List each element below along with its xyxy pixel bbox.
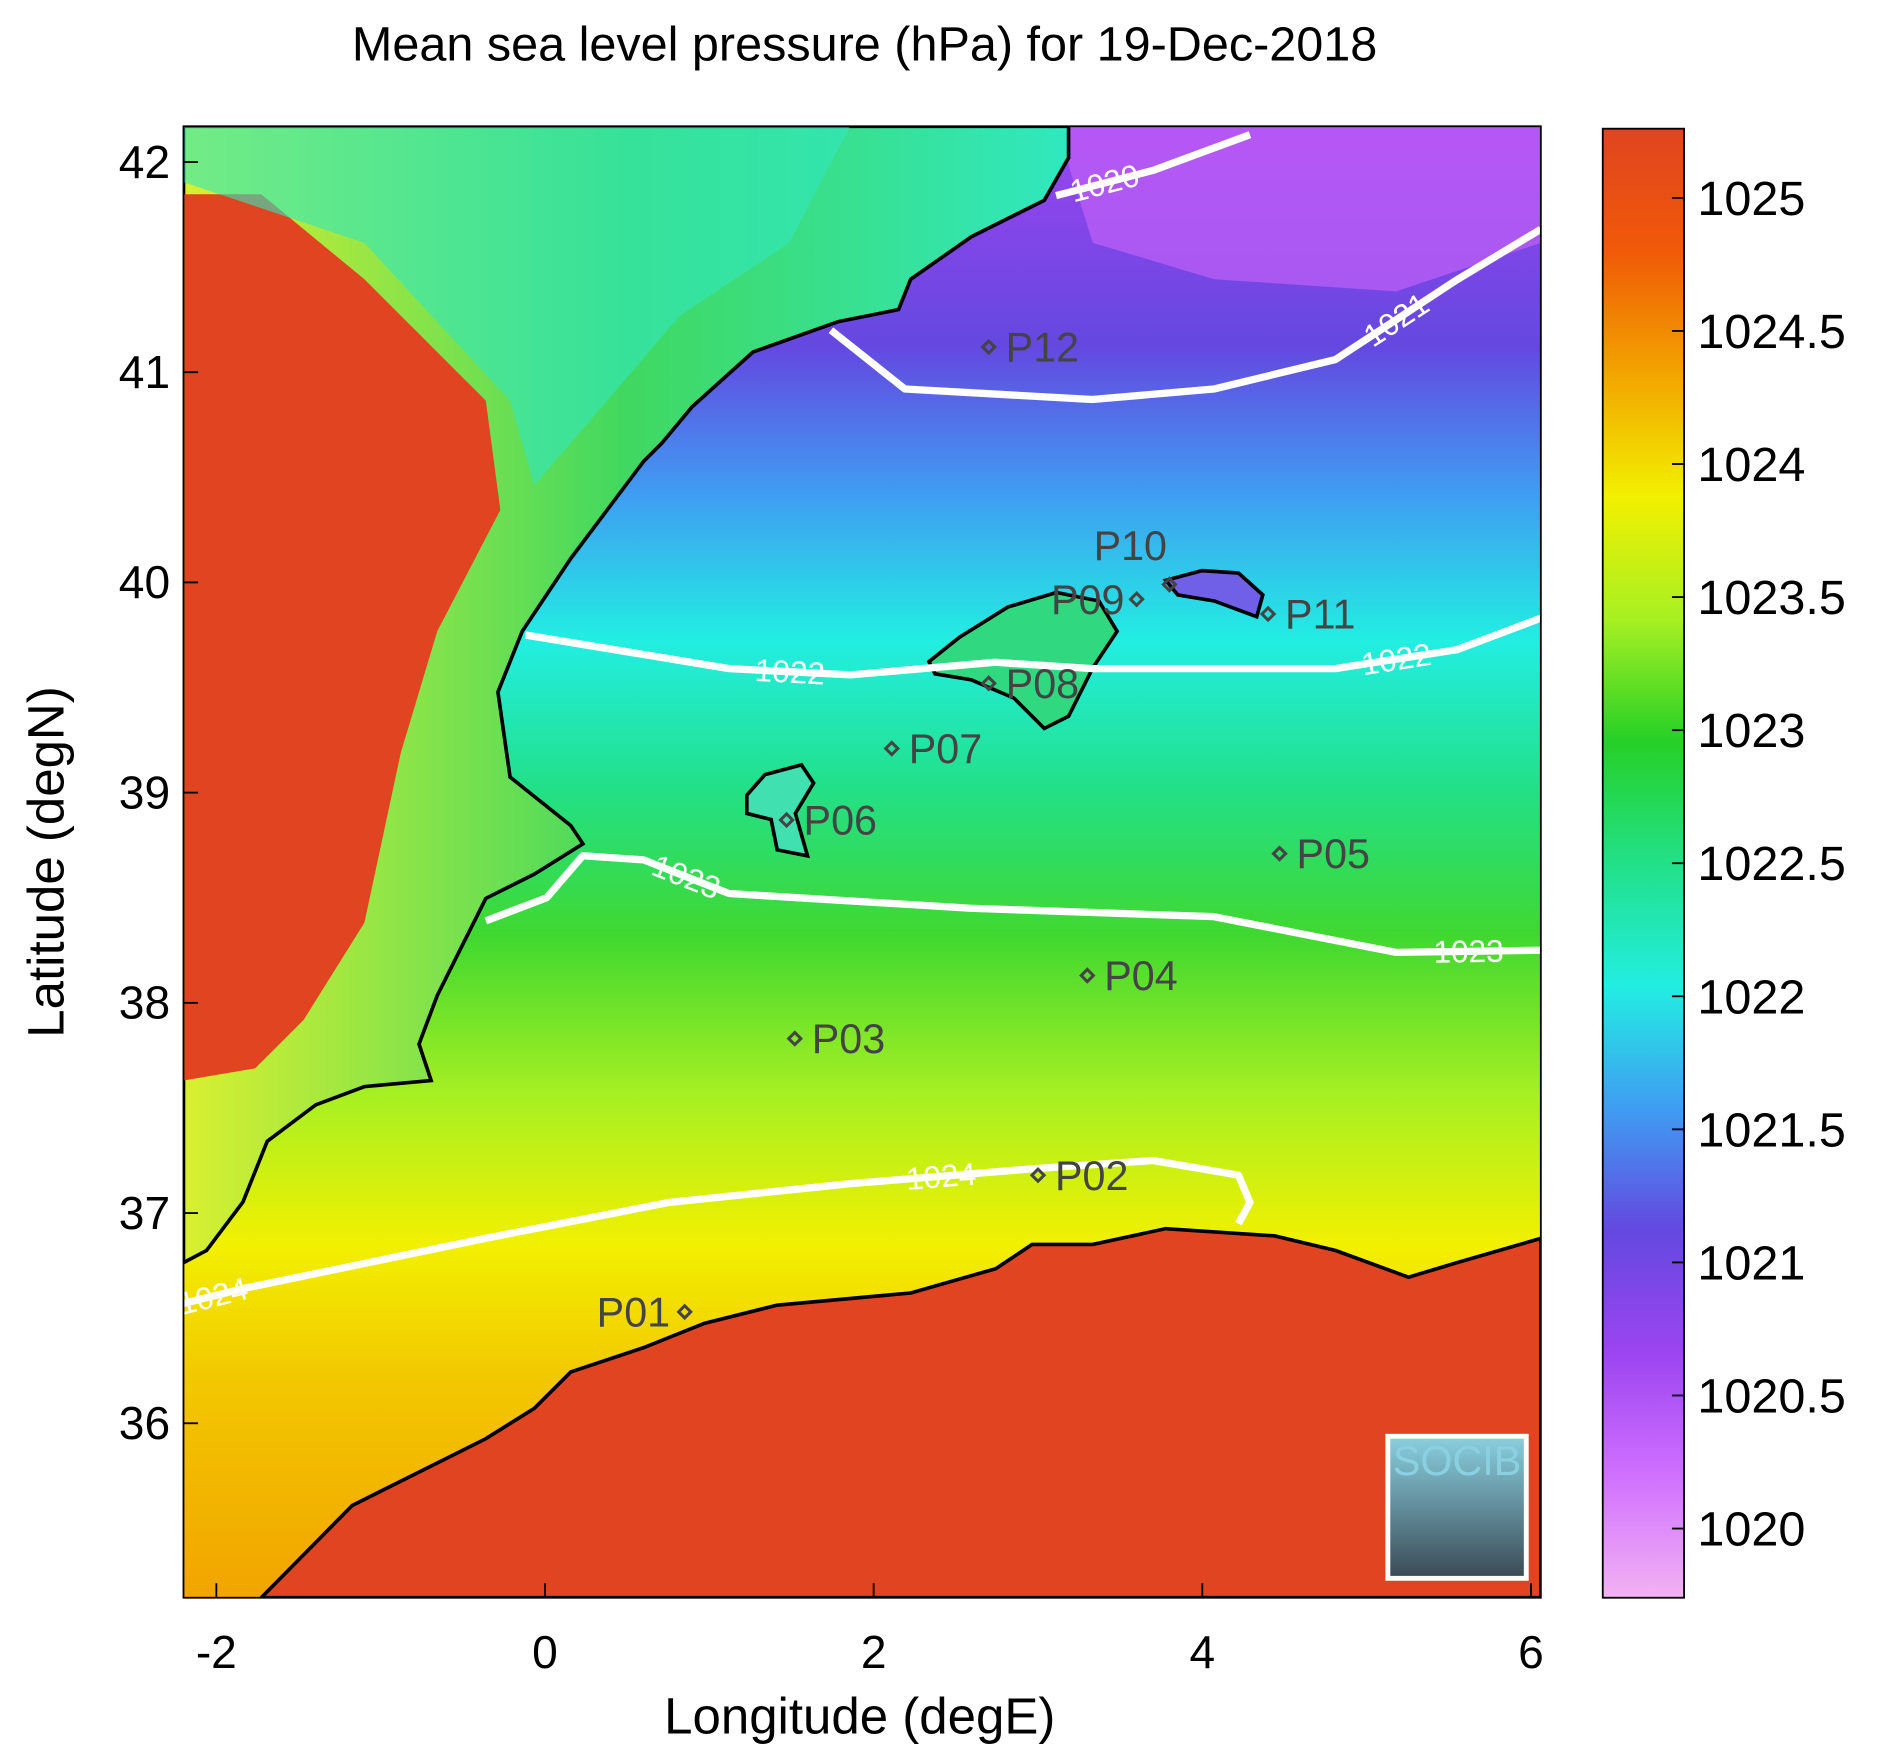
station-marker (1161, 576, 1178, 593)
station-marker (778, 811, 795, 829)
station-label: P04 (1104, 953, 1177, 999)
africa (258, 1226, 1541, 1598)
contour-label: 1023 (1433, 933, 1504, 970)
contour-line (183, 1156, 1254, 1307)
station-marker (786, 1030, 803, 1047)
station-marker (1271, 845, 1288, 862)
contour-line (1055, 131, 1252, 200)
contour-line (484, 852, 1541, 957)
station-marker (1029, 1167, 1047, 1184)
axes: -2 0 2 4 6 36 37 38 39 40 41 42 (119, 136, 1544, 1678)
stations: P01 P02 P03 P04 P05 P06 P07 P08 P09 P10 P11 P12 (597, 325, 1370, 1336)
contour-label: 1024 (905, 1155, 978, 1197)
y-tick-label: 42 (119, 136, 170, 188)
station-label: P05 (1297, 831, 1370, 877)
station-label: P02 (1055, 1153, 1128, 1199)
station-label: P08 (1006, 661, 1079, 707)
colorbar (1601, 127, 1686, 1599)
contour-line (524, 614, 1541, 679)
colorbar-tick-label: 1025 (1697, 172, 1805, 226)
x-tick-label: 2 (861, 1626, 887, 1678)
station-label: P10 (1094, 523, 1167, 569)
station-marker (676, 1303, 693, 1321)
station-label: P03 (812, 1016, 885, 1062)
colorbar-tick-label: 1020.5 (1697, 1369, 1845, 1423)
station-marker (1128, 591, 1145, 608)
y-tick-label: 39 (119, 766, 170, 818)
colorbar-tick-label: 1022.5 (1697, 837, 1845, 891)
contour-label-group: 1024 (905, 1155, 978, 1197)
x-tick-label: 0 (532, 1626, 558, 1678)
station-marker (1259, 605, 1277, 623)
x-tick-label: 6 (1518, 1626, 1544, 1678)
colorbar-tick-label: 1021 (1697, 1236, 1805, 1290)
y-tick-label: 37 (119, 1187, 170, 1239)
station-label: P01 (597, 1289, 670, 1335)
contour-label: 1022 (754, 652, 826, 692)
contour-label-group: 1022 (754, 652, 826, 692)
y-tick-label: 36 (119, 1397, 170, 1449)
y-tick-label: 41 (119, 346, 170, 398)
station-label: P07 (909, 726, 982, 772)
ibiza (744, 762, 816, 859)
y-axis-label: Latitude (degN) (17, 686, 74, 1037)
logo-text: SOCIB (1393, 1438, 1521, 1484)
station-marker (1079, 967, 1096, 984)
colorbar-tick-label: 1020 (1697, 1503, 1805, 1557)
x-tick-label: -2 (196, 1626, 237, 1678)
contour-label-group: 1023 (1433, 933, 1504, 970)
menorca (1162, 568, 1265, 620)
north-land (183, 126, 851, 486)
inland-high (183, 194, 501, 1081)
colorbar-tick-label: 1022 (1697, 970, 1805, 1024)
x-tick-label: 4 (1189, 1626, 1215, 1678)
station-marker (980, 338, 997, 356)
y-tick-label: 40 (119, 556, 170, 608)
station-label: P12 (1006, 325, 1079, 371)
x-axis-label: Longitude (degE) (664, 1688, 1055, 1745)
station-marker (980, 675, 997, 692)
colorbar-tick-label: 1023.5 (1697, 571, 1845, 625)
colorbar-tick-label: 1021.5 (1697, 1103, 1845, 1157)
plot-frame (182, 125, 1542, 1599)
station-label: P06 (804, 798, 877, 844)
colorbar-tick-label: 1023 (1697, 704, 1805, 758)
y-tick-label: 38 (119, 977, 170, 1029)
contour-line (828, 226, 1541, 404)
low-pressure-area (1056, 126, 1541, 292)
station-marker (883, 740, 900, 757)
logo-box (1385, 1433, 1529, 1581)
station-label: P11 (1285, 592, 1355, 638)
colorbar-tick-label: 1024.5 (1697, 305, 1845, 359)
station-label: P09 (1051, 577, 1124, 623)
colorbar-tick-label: 1024 (1697, 438, 1805, 492)
chart-title: Mean sea level pressure (hPa) for 19-Dec… (352, 18, 1377, 72)
